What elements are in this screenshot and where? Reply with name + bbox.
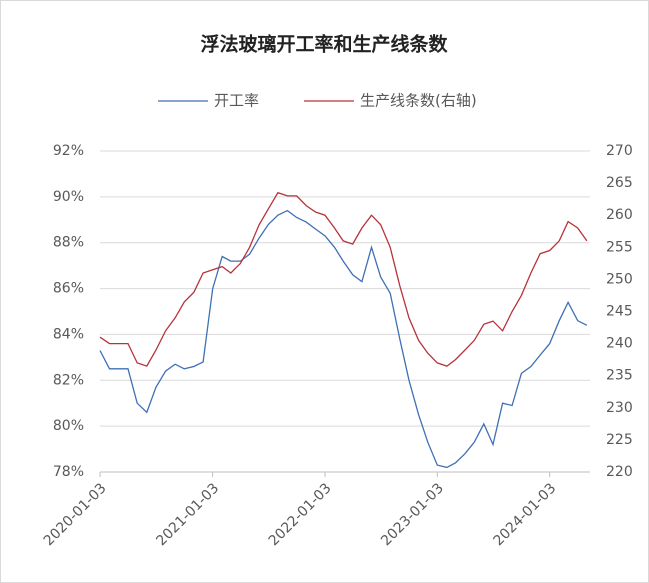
y2-tick-label: 235 <box>606 368 633 384</box>
y-tick-label: 92% <box>53 143 84 159</box>
y-tick-label: 88% <box>53 235 84 251</box>
y2-tick-label: 225 <box>606 432 633 448</box>
y2-tick-label: 220 <box>606 464 633 480</box>
y-tick-label: 90% <box>53 189 84 205</box>
series-line <box>99 191 588 367</box>
y2-tick-label: 240 <box>606 336 633 352</box>
y-tick-label: 86% <box>53 281 84 297</box>
y-tick-label: 80% <box>53 418 84 434</box>
y2-tick-label: 265 <box>606 175 633 191</box>
legend-label: 开工率 <box>214 92 259 110</box>
legend-label: 生产线条数(右轴) <box>360 92 477 110</box>
series-line <box>99 209 588 469</box>
y-tick-label: 82% <box>53 372 84 388</box>
y2-tick-label: 270 <box>606 143 633 159</box>
y-tick-label: 84% <box>53 326 84 342</box>
y2-tick-label: 245 <box>606 304 633 320</box>
chart-title: 浮法玻璃开工率和生产线条数 <box>200 33 448 56</box>
y2-tick-label: 255 <box>606 239 633 255</box>
y-tick-label: 78% <box>53 464 84 480</box>
y2-tick-label: 230 <box>606 400 633 416</box>
y2-tick-label: 260 <box>606 207 633 223</box>
y2-tick-label: 250 <box>606 271 633 287</box>
